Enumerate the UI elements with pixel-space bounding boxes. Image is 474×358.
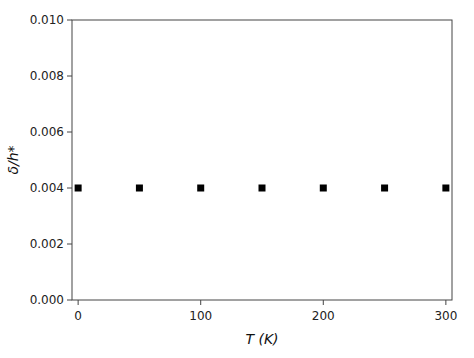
y-tick (67, 76, 72, 77)
x-tick (200, 300, 201, 305)
chart: 0 100 200 300 0.000 0.002 0.004 0.006 0.008 0.010… (0, 0, 474, 358)
plot-frame (72, 20, 452, 300)
y-tick (67, 188, 72, 189)
y-tick-label: 0.006 (30, 125, 64, 139)
point (75, 185, 82, 192)
x-axis-label: T (K) (245, 331, 278, 347)
y-tick-label: 0.004 (30, 181, 64, 195)
y-tick (67, 300, 72, 301)
y-tick (67, 244, 72, 245)
points (75, 185, 450, 192)
y-tick-label: 0.000 (30, 293, 64, 307)
y-axis-label: δ/h* (5, 145, 21, 174)
point (197, 185, 204, 192)
x-tick-label: 0 (74, 309, 82, 323)
x-tick-label: 100 (189, 309, 212, 323)
y-tick-label: 0.010 (30, 13, 64, 27)
point (259, 185, 266, 192)
y-tick (67, 20, 72, 21)
x-tick-label: 200 (312, 309, 335, 323)
x-tick (445, 300, 446, 305)
x-tick (78, 300, 79, 305)
x-tick (323, 300, 324, 305)
y-tick-label: 0.002 (30, 237, 64, 251)
y-tick-label: 0.008 (30, 69, 64, 83)
point (381, 185, 388, 192)
point (320, 185, 327, 192)
point (442, 185, 449, 192)
x-tick-label: 300 (434, 309, 457, 323)
point (136, 185, 143, 192)
y-tick (67, 132, 72, 133)
